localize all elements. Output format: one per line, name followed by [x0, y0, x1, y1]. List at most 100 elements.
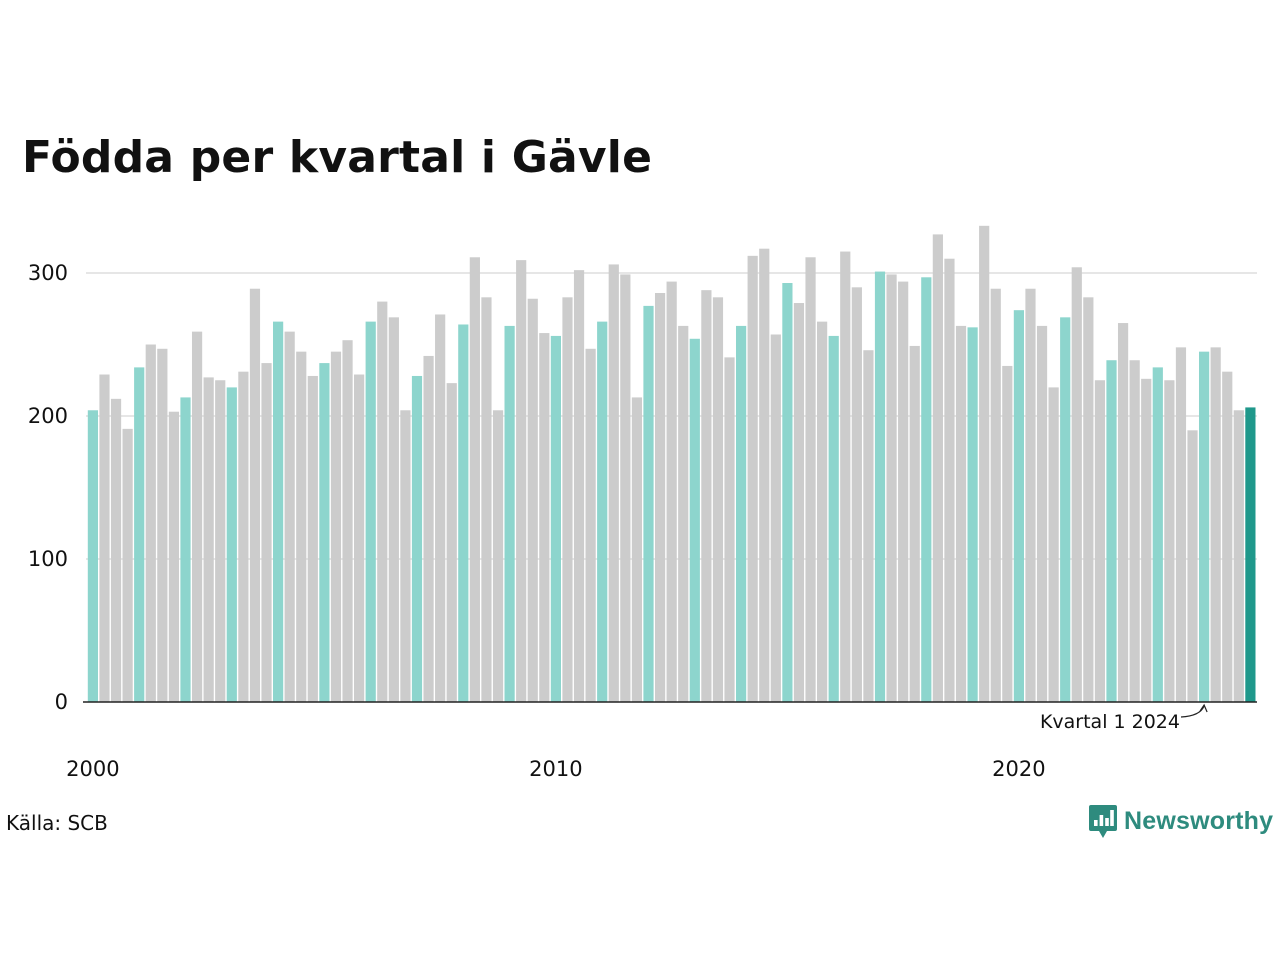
newsworthy-logo[interactable]: Newsworthy: [1088, 803, 1273, 839]
bar-2024-k3: [1222, 371, 1233, 702]
bar-2004-k3: [296, 351, 307, 702]
bar-2019-k3: [990, 288, 1001, 702]
bar-2009-k1: [504, 325, 515, 702]
bar-2006-k1: [365, 321, 376, 702]
bars-layer: [87, 225, 1256, 703]
bar-2015-k2: [793, 303, 805, 702]
bar-2022-k1: [1106, 360, 1117, 702]
bar-2006-k4: [400, 410, 411, 702]
bar-2010-k3: [573, 270, 585, 702]
bar-2012-k3: [666, 281, 677, 702]
bar-2015-k4: [817, 321, 828, 702]
bar-2003-k1: [226, 387, 237, 702]
bar-2005-k1: [319, 363, 330, 702]
bar-2020-k1: [1013, 310, 1024, 702]
bar-2008-k1: [458, 324, 469, 702]
bar-2005-k4: [354, 374, 365, 702]
bar-2021-k1: [1060, 317, 1071, 702]
bar-2013-k4: [724, 357, 735, 702]
bar-2013-k3: [712, 297, 724, 702]
bar-2013-k2: [701, 290, 712, 702]
bar-2017-k2: [886, 274, 897, 702]
y-tick-label: 300: [28, 261, 68, 285]
bar-2009-k2: [516, 260, 527, 702]
bar-2018-k3: [944, 258, 955, 702]
bar-2008-k2: [469, 257, 480, 702]
bar-2014-k1: [736, 325, 747, 702]
bar-2014-k4: [770, 334, 781, 702]
bar-2012-k4: [678, 325, 689, 702]
bar-2005-k2: [330, 351, 342, 702]
bar-2023-k2: [1164, 380, 1175, 702]
bar-2016-k3: [851, 287, 862, 702]
bar-2017-k3: [898, 281, 909, 702]
x-tick-label: 2020: [992, 757, 1045, 781]
bar-2011-k1: [597, 321, 608, 702]
bar-2023-k3: [1175, 347, 1187, 702]
bar-2020-k2: [1025, 288, 1036, 702]
y-tick-label: 100: [28, 547, 68, 571]
bar-2021-k4: [1094, 380, 1106, 702]
bar-2017-k4: [909, 345, 920, 702]
bar-2010-k2: [562, 297, 573, 702]
bar-2014-k3: [759, 248, 770, 702]
bar-chart-speech-bubble-icon: [1089, 805, 1117, 838]
bar-2019-k1: [967, 327, 978, 702]
bar-2012-k1: [643, 305, 654, 702]
bar-2003-k2: [238, 371, 249, 702]
bar-2000-k4: [122, 428, 133, 702]
bar-2007-k3: [435, 314, 446, 702]
bar-2024-k1: [1199, 351, 1210, 702]
bar-2021-k2: [1071, 267, 1082, 702]
bar-2006-k2: [377, 301, 388, 702]
annotation-arrowhead: [1199, 703, 1208, 713]
bar-2011-k3: [620, 274, 631, 702]
x-tick-label: 2010: [529, 757, 582, 781]
bar-2003-k3: [249, 288, 261, 702]
bar-2001-k3: [157, 348, 168, 702]
bar-2013-k1: [689, 338, 700, 702]
bar-2022-k3: [1129, 360, 1140, 702]
bar-2020-k3: [1036, 325, 1048, 702]
bar-2002-k4: [215, 380, 226, 702]
bar-2016-k4: [863, 350, 874, 702]
bar-2001-k2: [145, 344, 156, 702]
bar-2021-k3: [1083, 297, 1094, 702]
bar-2014-k2: [747, 255, 758, 702]
bar-2023-k4: [1187, 430, 1198, 702]
bar-2016-k2: [840, 251, 851, 703]
bar-2022-k2: [1117, 323, 1129, 702]
bar-2011-k4: [631, 397, 643, 702]
bar-2004-k1: [273, 321, 284, 702]
bar-2003-k4: [261, 363, 272, 702]
bar-2019-k4: [1002, 365, 1013, 702]
bar-2017-k1: [874, 271, 886, 702]
bar-2015-k3: [805, 257, 816, 702]
axis-layer: 0 100 200 300 2000 2010 2020: [28, 261, 1257, 781]
bar-2025-k1: [1245, 407, 1256, 702]
bar-2002-k2: [191, 331, 203, 702]
bar-2007-k2: [423, 355, 434, 702]
bar-2006-k3: [388, 317, 399, 702]
bar-2024-k4: [1233, 410, 1244, 702]
bar-2020-k4: [1048, 387, 1059, 702]
bar-2018-k2: [932, 234, 943, 702]
annotation-layer: Kvartal 1 2024: [1040, 703, 1208, 733]
logo-text: Newsworthy: [1124, 806, 1274, 835]
bar-2000-k3: [110, 398, 122, 702]
bar-2001-k4: [168, 411, 180, 702]
bar-2015-k1: [782, 283, 793, 702]
bar-2010-k4: [585, 348, 596, 702]
annotation-arrow: [1180, 705, 1205, 718]
bar-2007-k4: [446, 383, 457, 702]
bar-2010-k1: [550, 335, 561, 702]
bar-2000-k2: [99, 374, 110, 702]
bar-2024-k2: [1210, 347, 1221, 702]
bar-2019-k2: [979, 225, 990, 702]
bar-2008-k4: [492, 410, 504, 702]
bar-2009-k4: [539, 333, 550, 702]
bar-2001-k1: [134, 367, 145, 702]
bar-2022-k4: [1141, 378, 1152, 702]
bar-2011-k2: [608, 264, 619, 702]
bar-2002-k1: [180, 397, 191, 702]
